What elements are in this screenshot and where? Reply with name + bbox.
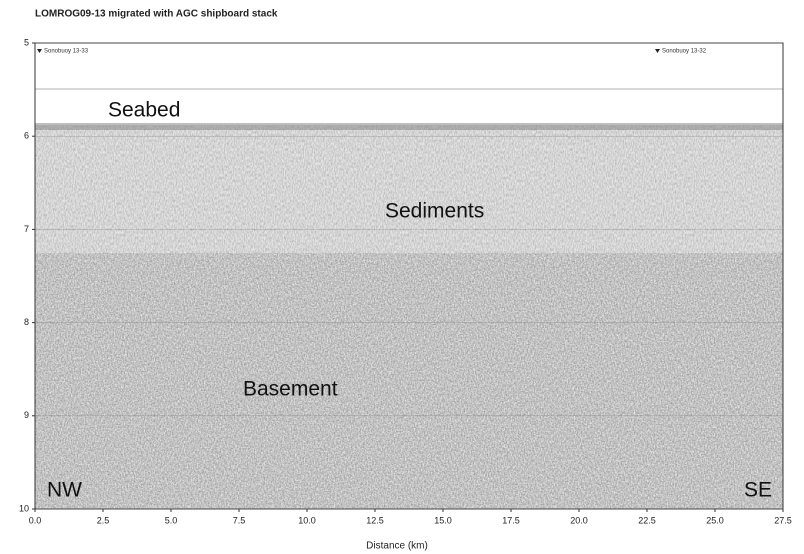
- y-tick-label: 5: [24, 37, 29, 47]
- x-tick-label: 20.0: [570, 515, 588, 525]
- x-tick-label: 22.5: [638, 515, 656, 525]
- annotation: Sediments: [385, 200, 484, 223]
- basement-texture: [35, 253, 783, 509]
- seabed-reflector: [35, 123, 783, 130]
- y-tick-label: 6: [24, 131, 29, 141]
- x-tick-label: 15.0: [434, 515, 452, 525]
- annotation: SE: [744, 479, 772, 502]
- x-tick-label: 2.5: [97, 515, 110, 525]
- x-tick-label: 27.5: [774, 515, 792, 525]
- x-tick-label: 17.5: [502, 515, 520, 525]
- marker-icon: [37, 49, 42, 53]
- y-tick-label: 8: [24, 317, 29, 327]
- chart-title: LOMROG09-13 migrated with AGC shipboard …: [35, 9, 278, 20]
- annotation: Basement: [243, 378, 338, 401]
- annotation: NW: [47, 479, 82, 502]
- annotation: Seabed: [108, 99, 180, 122]
- marker-icon: [655, 49, 660, 53]
- x-tick-label: 10.0: [298, 515, 316, 525]
- x-tick-label: 7.5: [233, 515, 246, 525]
- x-tick-label: 5.0: [165, 515, 178, 525]
- y-tick-label: 7: [24, 224, 29, 234]
- x-tick-label: 25.0: [706, 515, 724, 525]
- plot-area: [34, 42, 784, 510]
- marker-label: Sonobuoy 13-33: [44, 49, 89, 55]
- x-axis-label: Distance (km): [366, 541, 428, 552]
- y-tick-label: 9: [24, 410, 29, 420]
- x-tick-label: 0.0: [29, 515, 42, 525]
- marker-label: Sonobuoy 13-32: [662, 49, 707, 55]
- y-tick-label: 10: [19, 503, 29, 513]
- x-tick-label: 12.5: [366, 515, 384, 525]
